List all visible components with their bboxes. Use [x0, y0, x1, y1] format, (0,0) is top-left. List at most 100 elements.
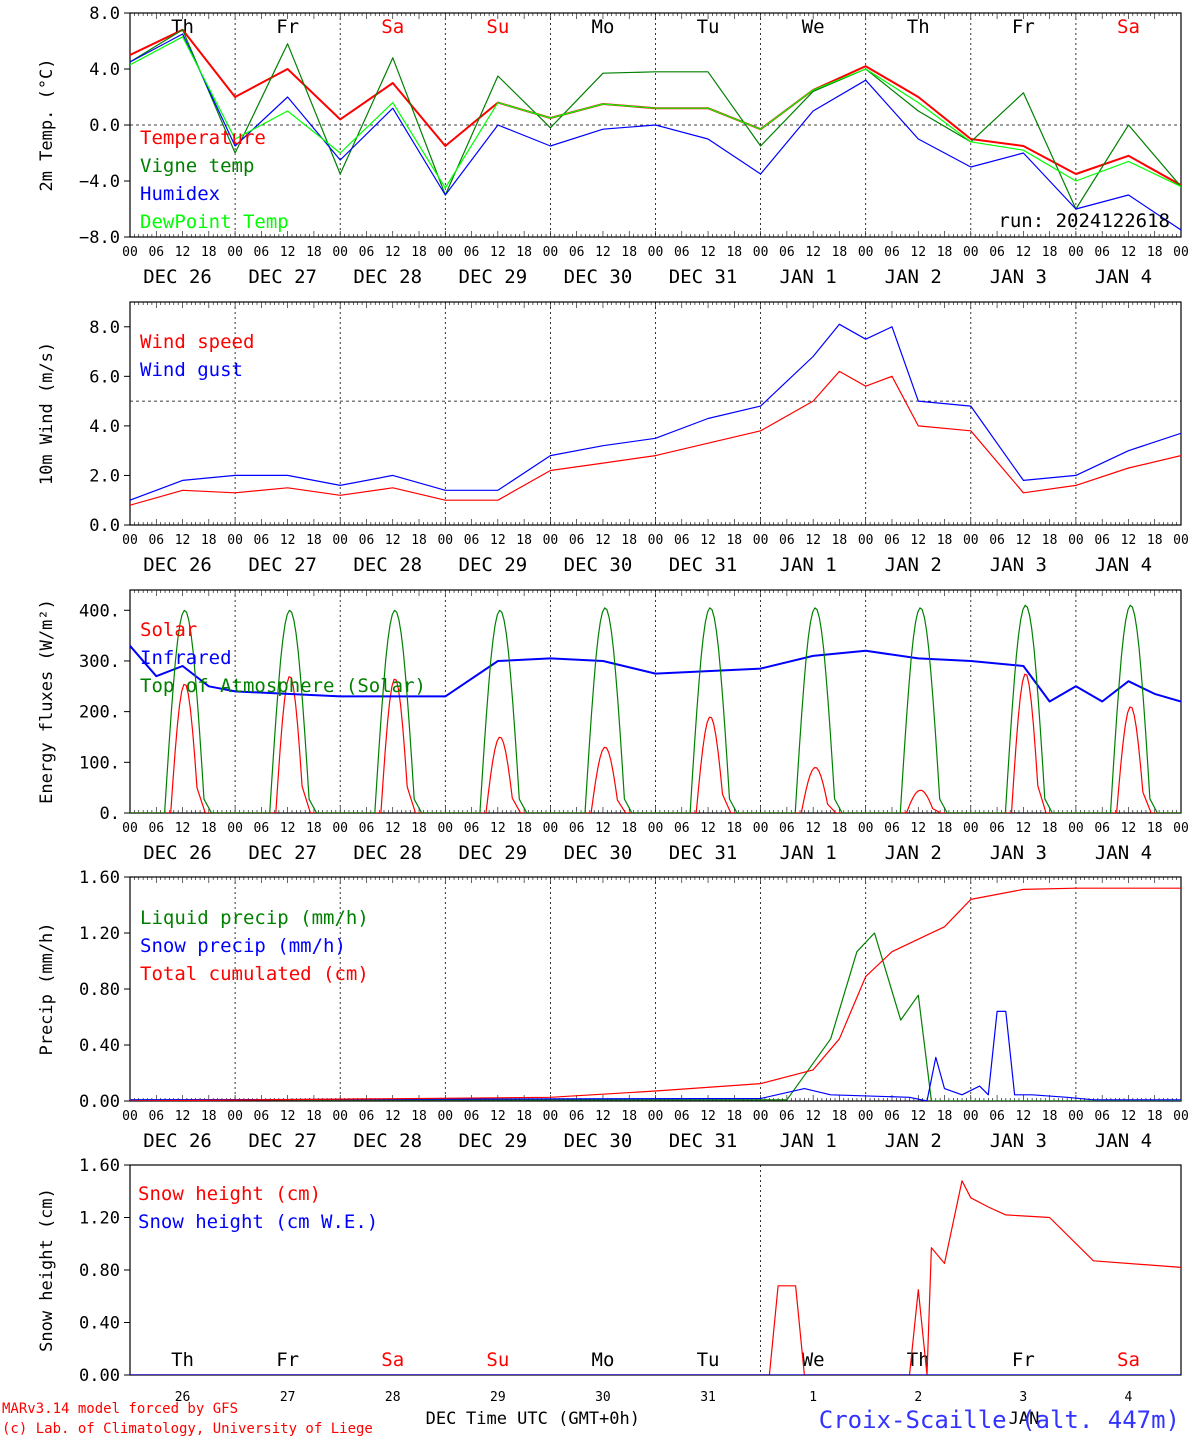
- series-group: [130, 1180, 1181, 1375]
- hour-label: 12: [910, 821, 926, 836]
- series-line-3: [130, 33, 1181, 231]
- hour-label: 00: [332, 1109, 348, 1124]
- hour-label: 06: [148, 1109, 164, 1124]
- hour-label: 00: [963, 821, 979, 836]
- hour-label: 12: [1121, 245, 1137, 260]
- hour-label: 12: [385, 245, 401, 260]
- hour-label: 06: [884, 821, 900, 836]
- hour-label: 12: [385, 821, 401, 836]
- station-label: Croix-Scaille (alt. 447m): [819, 1406, 1180, 1434]
- series-line-2: [130, 645, 1181, 703]
- series-line-1: [130, 673, 1181, 813]
- hour-label: 12: [385, 1109, 401, 1124]
- y-tick-label: 300.: [79, 652, 120, 672]
- hour-label: 00: [963, 533, 979, 548]
- day-name: Sa: [381, 1349, 404, 1371]
- hour-label: 06: [779, 245, 795, 260]
- hour-label: 12: [490, 821, 506, 836]
- series-line-1: [130, 1180, 1181, 1375]
- hour-label: 12: [1016, 533, 1032, 548]
- hour-label: 00: [1173, 1109, 1189, 1124]
- hour-label: 18: [411, 821, 427, 836]
- date-label: JAN 3: [990, 842, 1047, 864]
- y-tick-label: 8.0: [89, 318, 120, 338]
- hour-label: 06: [359, 245, 375, 260]
- hour-label: 00: [753, 821, 769, 836]
- hour-label: 06: [148, 245, 164, 260]
- hour-label: 00: [332, 245, 348, 260]
- date-label: JAN 2: [885, 842, 942, 864]
- hour-label: 00: [543, 821, 559, 836]
- legend-entry: Temperature: [140, 127, 266, 149]
- date-label: DEC 30: [564, 554, 633, 576]
- y-tick-label: 2.0: [89, 466, 120, 486]
- hour-label: 06: [989, 245, 1005, 260]
- hour-label: 06: [569, 821, 585, 836]
- hour-label: 12: [1016, 1109, 1032, 1124]
- month-label-jan: JAN: [1009, 1409, 1040, 1429]
- hour-label: 00: [437, 245, 453, 260]
- hour-label: 18: [516, 245, 532, 260]
- legend-entry: Wind gust: [140, 359, 243, 381]
- y-tick-label: 0.40: [79, 1314, 120, 1334]
- hour-label: 12: [280, 821, 296, 836]
- day-name: Mo: [592, 1349, 615, 1371]
- hour-label: 06: [148, 533, 164, 548]
- hour-label: 00: [122, 1109, 138, 1124]
- hour-label: 18: [1042, 821, 1058, 836]
- hour-label: 06: [359, 533, 375, 548]
- y-tick-label: 6.0: [89, 367, 120, 387]
- date-label: JAN 2: [885, 266, 942, 288]
- date-label: DEC 29: [459, 842, 528, 864]
- date-label: DEC 31: [669, 554, 738, 576]
- hour-label: 18: [832, 1109, 848, 1124]
- hour-label: 12: [280, 533, 296, 548]
- hour-label: 12: [1016, 245, 1032, 260]
- y-tick-label: 1.60: [79, 868, 120, 888]
- hour-label: 18: [201, 533, 217, 548]
- hour-label: 06: [359, 821, 375, 836]
- hour-label: 00: [648, 821, 664, 836]
- day-number: 27: [280, 1390, 296, 1405]
- series-line-3: [130, 604, 1181, 813]
- day-name: Tu: [697, 16, 720, 38]
- hour-label: 06: [674, 821, 690, 836]
- y-tick-label: 0.: [100, 804, 120, 824]
- hour-label: 18: [937, 821, 953, 836]
- hour-label: 00: [858, 533, 874, 548]
- hour-label: 12: [595, 533, 611, 548]
- hour-label: 18: [621, 821, 637, 836]
- date-label: JAN 4: [1095, 266, 1152, 288]
- date-label: DEC 30: [564, 1130, 633, 1152]
- series-line-2: [130, 323, 1181, 501]
- hour-label: 06: [989, 1109, 1005, 1124]
- y-tick-label: 8.0: [89, 4, 120, 24]
- date-label: DEC 31: [669, 842, 738, 864]
- hour-label: 18: [1147, 245, 1163, 260]
- hour-label: 00: [858, 1109, 874, 1124]
- hour-label: 06: [989, 533, 1005, 548]
- hour-label: 18: [1042, 245, 1058, 260]
- day-name: Sa: [1117, 16, 1140, 38]
- hour-label: 00: [543, 533, 559, 548]
- hour-label: 00: [437, 533, 453, 548]
- hour-label: 06: [674, 1109, 690, 1124]
- hour-label: 18: [306, 533, 322, 548]
- hour-label: 00: [227, 821, 243, 836]
- y-tick-label: 1.60: [79, 1156, 120, 1176]
- day-number: 1: [809, 1390, 817, 1405]
- y-tick-label: 4.0: [89, 60, 120, 80]
- hour-label: 00: [1068, 821, 1084, 836]
- hour-label: 18: [726, 821, 742, 836]
- hour-label: 06: [1094, 821, 1110, 836]
- series-line-2: [130, 29, 1181, 210]
- hour-label: 00: [543, 1109, 559, 1124]
- hour-label: 00: [1173, 533, 1189, 548]
- hour-label: 12: [490, 245, 506, 260]
- hour-label: 18: [726, 245, 742, 260]
- legend-entry: Solar: [140, 619, 197, 641]
- series-group: [130, 604, 1181, 813]
- hour-label: 06: [254, 821, 270, 836]
- hour-label: 06: [779, 821, 795, 836]
- y-tick-label: 400.: [79, 601, 120, 621]
